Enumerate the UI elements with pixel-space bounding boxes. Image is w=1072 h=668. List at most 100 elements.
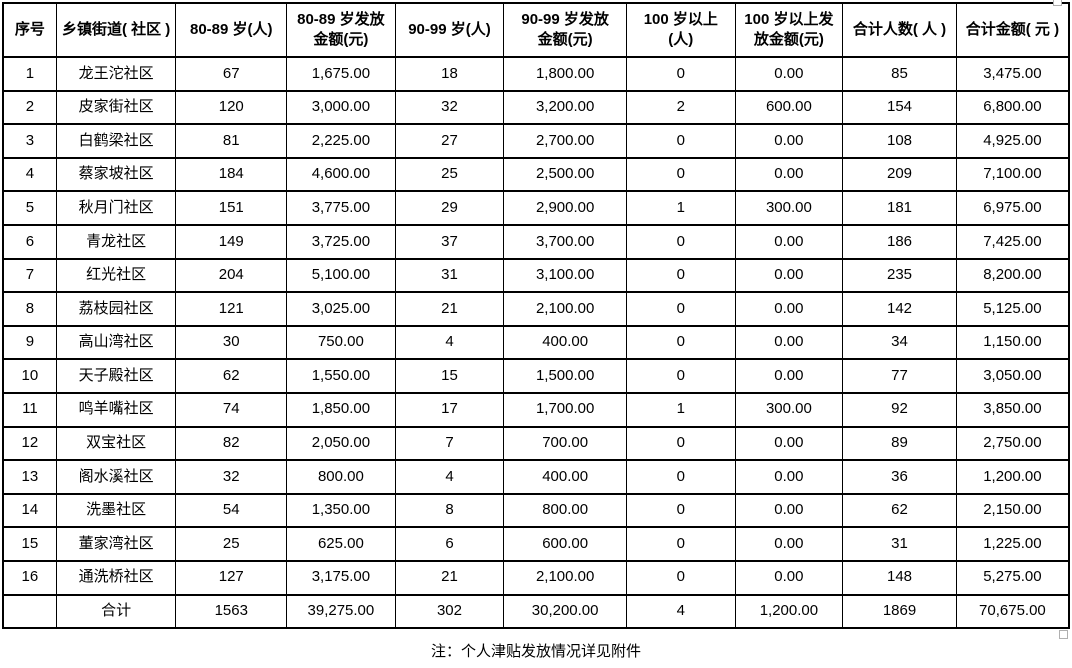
selection-handle-icon — [1059, 630, 1068, 639]
cell: 600.00 — [503, 526, 627, 562]
cell: 89 — [842, 425, 957, 462]
cell: 81 — [175, 123, 288, 159]
table-row: 2 皮家街社区 120 3,000.00 32 3,200.00 2 600.00 154 6,8… — [2, 89, 1070, 126]
table-row: 6 青龙社区 149 3,725.00 37 3,700.00 0 0.00 186 7,425.… — [2, 223, 1070, 260]
cell: 0 — [625, 223, 736, 260]
cell: 0.00 — [734, 156, 844, 193]
table-row: 15 董家湾社区 25 625.00 6 600.00 0 0.00 31 1,225.00 — [2, 526, 1070, 562]
cell: 3,000.00 — [286, 89, 396, 126]
cell: 0 — [625, 459, 736, 495]
cell: 荔枝园社区 — [55, 291, 177, 327]
cell: 0 — [625, 526, 736, 562]
cell: 32 — [394, 89, 505, 126]
table-row: 10 天子殿社区 62 1,550.00 15 1,500.00 0 0.00 77 3,050.… — [2, 358, 1070, 394]
cell: 800.00 — [286, 459, 396, 495]
cell: 0.00 — [734, 492, 844, 529]
total-cell — [2, 593, 57, 630]
cell: 8 — [394, 492, 505, 529]
cell: 0.00 — [734, 257, 844, 294]
cell: 10 — [2, 358, 57, 394]
cell: 625.00 — [286, 526, 396, 562]
cell: 3,025.00 — [286, 291, 396, 327]
cell: 7,100.00 — [955, 156, 1070, 193]
cell: 0.00 — [734, 291, 844, 327]
cell: 36 — [842, 459, 957, 495]
cell: 25 — [175, 526, 288, 562]
cell: 双宝社区 — [55, 425, 177, 462]
cell: 800.00 — [503, 492, 627, 529]
total-cell: 1,200.00 — [734, 593, 844, 630]
cell: 6,800.00 — [955, 89, 1070, 126]
cell: 151 — [175, 190, 288, 226]
cell: 77 — [842, 358, 957, 394]
total-cell: 1869 — [842, 593, 957, 630]
cell: 67 — [175, 56, 288, 92]
cell: 1,150.00 — [955, 324, 1070, 361]
cell: 3,175.00 — [286, 559, 396, 596]
cell: 3,700.00 — [503, 223, 627, 260]
cell: 21 — [394, 291, 505, 327]
cell: 17 — [394, 391, 505, 428]
table-row: 8 荔枝园社区 121 3,025.00 21 2,100.00 0 0.00 142 5,125… — [2, 291, 1070, 327]
cell: 32 — [175, 459, 288, 495]
cell: 184 — [175, 156, 288, 193]
cell: 天子殿社区 — [55, 358, 177, 394]
cell: 92 — [842, 391, 957, 428]
cell: 鸣羊嘴社区 — [55, 391, 177, 428]
cell: 1,850.00 — [286, 391, 396, 428]
column-header: 80-89 岁发放 金额(元) — [286, 2, 396, 58]
cell: 750.00 — [286, 324, 396, 361]
cell: 2,500.00 — [503, 156, 627, 193]
cell: 5 — [2, 190, 57, 226]
column-header: 100 岁以上发 放金额(元) — [734, 2, 844, 58]
cell: 16 — [2, 559, 57, 596]
cell: 82 — [175, 425, 288, 462]
cell: 秋月门社区 — [55, 190, 177, 226]
cell: 15 — [394, 358, 505, 394]
column-header: 80-89 岁(人) — [175, 2, 288, 58]
cell: 1 — [2, 56, 57, 92]
cell: 3,725.00 — [286, 223, 396, 260]
table-row: 14 洗墨社区 54 1,350.00 8 800.00 0 0.00 62 2,150.00 — [2, 492, 1070, 529]
cell: 21 — [394, 559, 505, 596]
cell: 149 — [175, 223, 288, 260]
table-row: 9 高山湾社区 30 750.00 4 400.00 0 0.00 34 1,150.00 — [2, 324, 1070, 361]
cell: 186 — [842, 223, 957, 260]
cell: 2,100.00 — [503, 291, 627, 327]
table-row: 7 红光社区 204 5,100.00 31 3,100.00 0 0.00 235 8,200.… — [2, 257, 1070, 294]
cell: 700.00 — [503, 425, 627, 462]
cell: 62 — [175, 358, 288, 394]
cell: 龙王沱社区 — [55, 56, 177, 92]
column-header: 90-99 岁(人) — [394, 2, 505, 58]
cell: 34 — [842, 324, 957, 361]
cell: 4 — [394, 324, 505, 361]
total-cell: 39,275.00 — [286, 593, 396, 630]
cell: 1,200.00 — [955, 459, 1070, 495]
table-row: 16 通洗桥社区 127 3,175.00 21 2,100.00 0 0.00 148 5,27… — [2, 559, 1070, 596]
cell: 235 — [842, 257, 957, 294]
total-cell: 70,675.00 — [955, 593, 1070, 630]
cell: 7 — [394, 425, 505, 462]
cell: 148 — [842, 559, 957, 596]
cell: 1,675.00 — [286, 56, 396, 92]
cell: 13 — [2, 459, 57, 495]
cell: 0 — [625, 559, 736, 596]
cell: 14 — [2, 492, 57, 529]
cell: 2,100.00 — [503, 559, 627, 596]
cell: 0 — [625, 324, 736, 361]
cell: 8,200.00 — [955, 257, 1070, 294]
cell: 15 — [2, 526, 57, 562]
total-cell: 4 — [625, 593, 736, 630]
cell: 皮家街社区 — [55, 89, 177, 126]
cell: 0.00 — [734, 56, 844, 92]
cell: 8 — [2, 291, 57, 327]
subsidy-table: 序号 乡镇街道( 社区 ) 80-89 岁(人) 80-89 岁发放 金额(元) 90-… — [2, 2, 1070, 630]
cell: 通洗桥社区 — [55, 559, 177, 596]
table-row: 5 秋月门社区 151 3,775.00 29 2,900.00 1 300.00 181 6,9… — [2, 190, 1070, 226]
cell: 0.00 — [734, 526, 844, 562]
column-header: 合计金额( 元 ) — [955, 2, 1070, 58]
cell: 5,125.00 — [955, 291, 1070, 327]
cell: 300.00 — [734, 391, 844, 428]
cell: 0 — [625, 56, 736, 92]
cell: 6 — [394, 526, 505, 562]
